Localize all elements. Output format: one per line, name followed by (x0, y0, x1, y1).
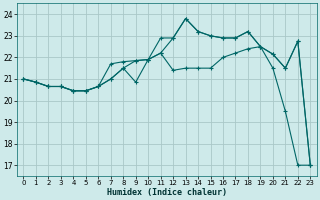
X-axis label: Humidex (Indice chaleur): Humidex (Indice chaleur) (107, 188, 227, 197)
